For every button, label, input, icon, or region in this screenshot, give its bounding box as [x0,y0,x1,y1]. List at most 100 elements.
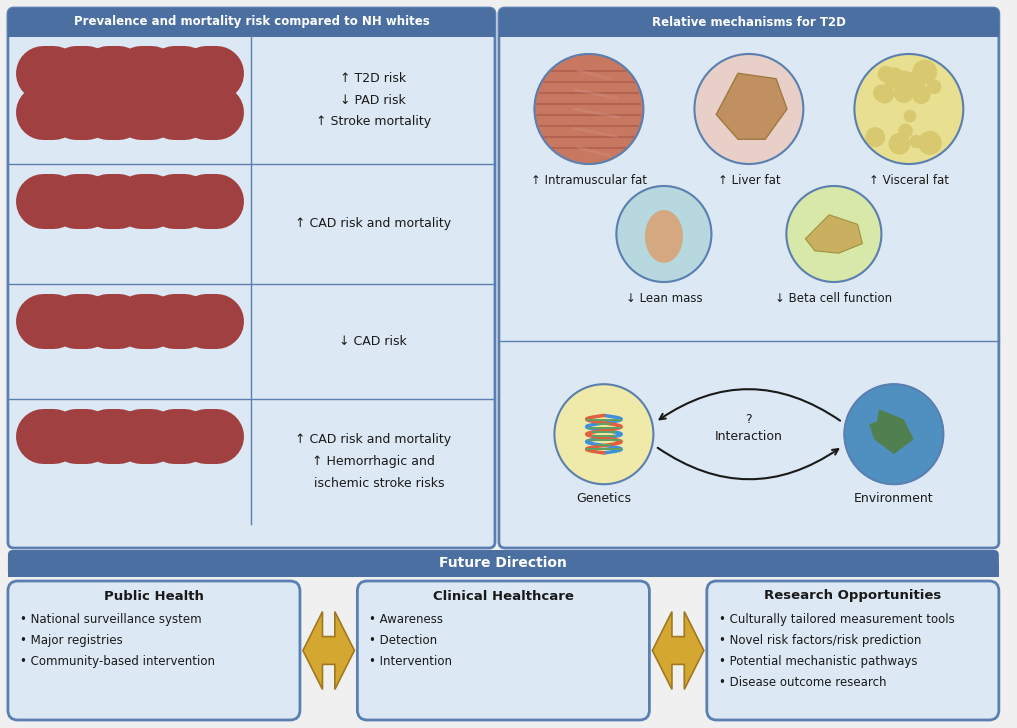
Circle shape [109,422,118,432]
Polygon shape [175,440,178,448]
Polygon shape [110,77,113,85]
Polygon shape [146,77,149,85]
Polygon shape [44,433,52,440]
Polygon shape [212,325,216,333]
Polygon shape [110,205,113,213]
Polygon shape [142,325,145,333]
FancyBboxPatch shape [707,581,999,720]
Text: ↑ CAD risk and mortality
↑ Hemorrhagic and
   ischemic stroke risks: ↑ CAD risk and mortality ↑ Hemorrhagic a… [295,433,452,490]
Circle shape [109,187,118,197]
Text: ↑ Visceral fat: ↑ Visceral fat [869,174,949,187]
Polygon shape [207,205,211,213]
Circle shape [141,59,151,69]
Circle shape [616,186,712,282]
Circle shape [174,99,183,108]
Polygon shape [207,318,216,325]
Text: ↑ Liver fat: ↑ Liver fat [718,174,780,187]
Polygon shape [49,205,52,213]
FancyBboxPatch shape [499,8,999,36]
Text: Research Opportunities: Research Opportunities [764,590,942,603]
Circle shape [141,422,151,432]
Circle shape [928,80,941,94]
Polygon shape [870,419,889,439]
Polygon shape [114,205,117,213]
Polygon shape [44,70,52,78]
Text: Relative mechanisms for T2D: Relative mechanisms for T2D [652,15,846,28]
Polygon shape [179,77,182,85]
Text: • Novel risk factors/risk prediction: • Novel risk factors/risk prediction [719,634,921,647]
Bar [8,563,999,577]
Text: • Culturally tailored measurement tools: • Culturally tailored measurement tools [719,613,954,626]
Text: Clinical Healthcare: Clinical Healthcare [433,590,574,603]
Circle shape [206,422,217,432]
Circle shape [76,307,85,317]
Circle shape [844,384,944,484]
FancyBboxPatch shape [8,8,495,36]
Polygon shape [44,205,48,213]
FancyBboxPatch shape [499,8,999,548]
Circle shape [913,60,937,84]
Polygon shape [49,77,52,85]
Polygon shape [109,109,118,117]
Text: Chinese/Japanese/Korean: Chinese/Japanese/Korean [55,296,204,309]
Ellipse shape [645,210,682,263]
Polygon shape [175,325,178,333]
Polygon shape [175,318,183,325]
Polygon shape [207,116,211,124]
Text: Asian Indians: Asian Indians [91,176,169,189]
Polygon shape [142,440,145,448]
Text: • Awareness: • Awareness [369,613,443,626]
Circle shape [76,99,85,108]
Polygon shape [175,116,178,124]
Polygon shape [652,612,704,689]
Polygon shape [81,325,84,333]
Polygon shape [109,433,118,440]
Circle shape [865,127,885,146]
Text: • Potential mechanistic pathways: • Potential mechanistic pathways [719,655,917,668]
Text: Public Health: Public Health [104,590,203,603]
Circle shape [206,99,217,108]
Polygon shape [110,440,113,448]
Polygon shape [146,116,149,124]
Circle shape [889,133,909,154]
Circle shape [876,85,894,103]
Circle shape [43,307,53,317]
Bar [8,22,495,37]
Text: Prevalence and mortality risk compared to NH whites: Prevalence and mortality risk compared t… [73,15,429,28]
Polygon shape [207,70,216,78]
Circle shape [854,54,963,164]
Circle shape [174,59,183,69]
Polygon shape [44,325,48,333]
Polygon shape [179,325,182,333]
Circle shape [43,99,53,108]
Polygon shape [142,116,145,124]
Circle shape [884,68,904,88]
Polygon shape [146,205,149,213]
FancyBboxPatch shape [8,8,495,548]
Polygon shape [207,77,211,85]
Text: All Asian Americans: All Asian Americans [71,48,188,61]
Polygon shape [44,440,48,448]
Polygon shape [175,198,183,205]
Polygon shape [81,440,84,448]
Polygon shape [81,205,84,213]
Polygon shape [44,77,48,85]
Polygon shape [77,325,80,333]
Polygon shape [175,109,183,117]
Circle shape [76,59,85,69]
Circle shape [901,73,924,97]
Polygon shape [77,116,80,124]
Polygon shape [114,116,117,124]
Circle shape [535,54,644,164]
Bar [499,22,999,37]
Circle shape [206,59,217,69]
Polygon shape [212,77,216,85]
Text: • Major registries: • Major registries [19,634,123,647]
Circle shape [174,422,183,432]
Circle shape [174,187,183,197]
Text: Future Direction: Future Direction [439,556,567,570]
Polygon shape [49,116,52,124]
Polygon shape [874,409,913,454]
Polygon shape [175,70,183,78]
Polygon shape [142,205,145,213]
